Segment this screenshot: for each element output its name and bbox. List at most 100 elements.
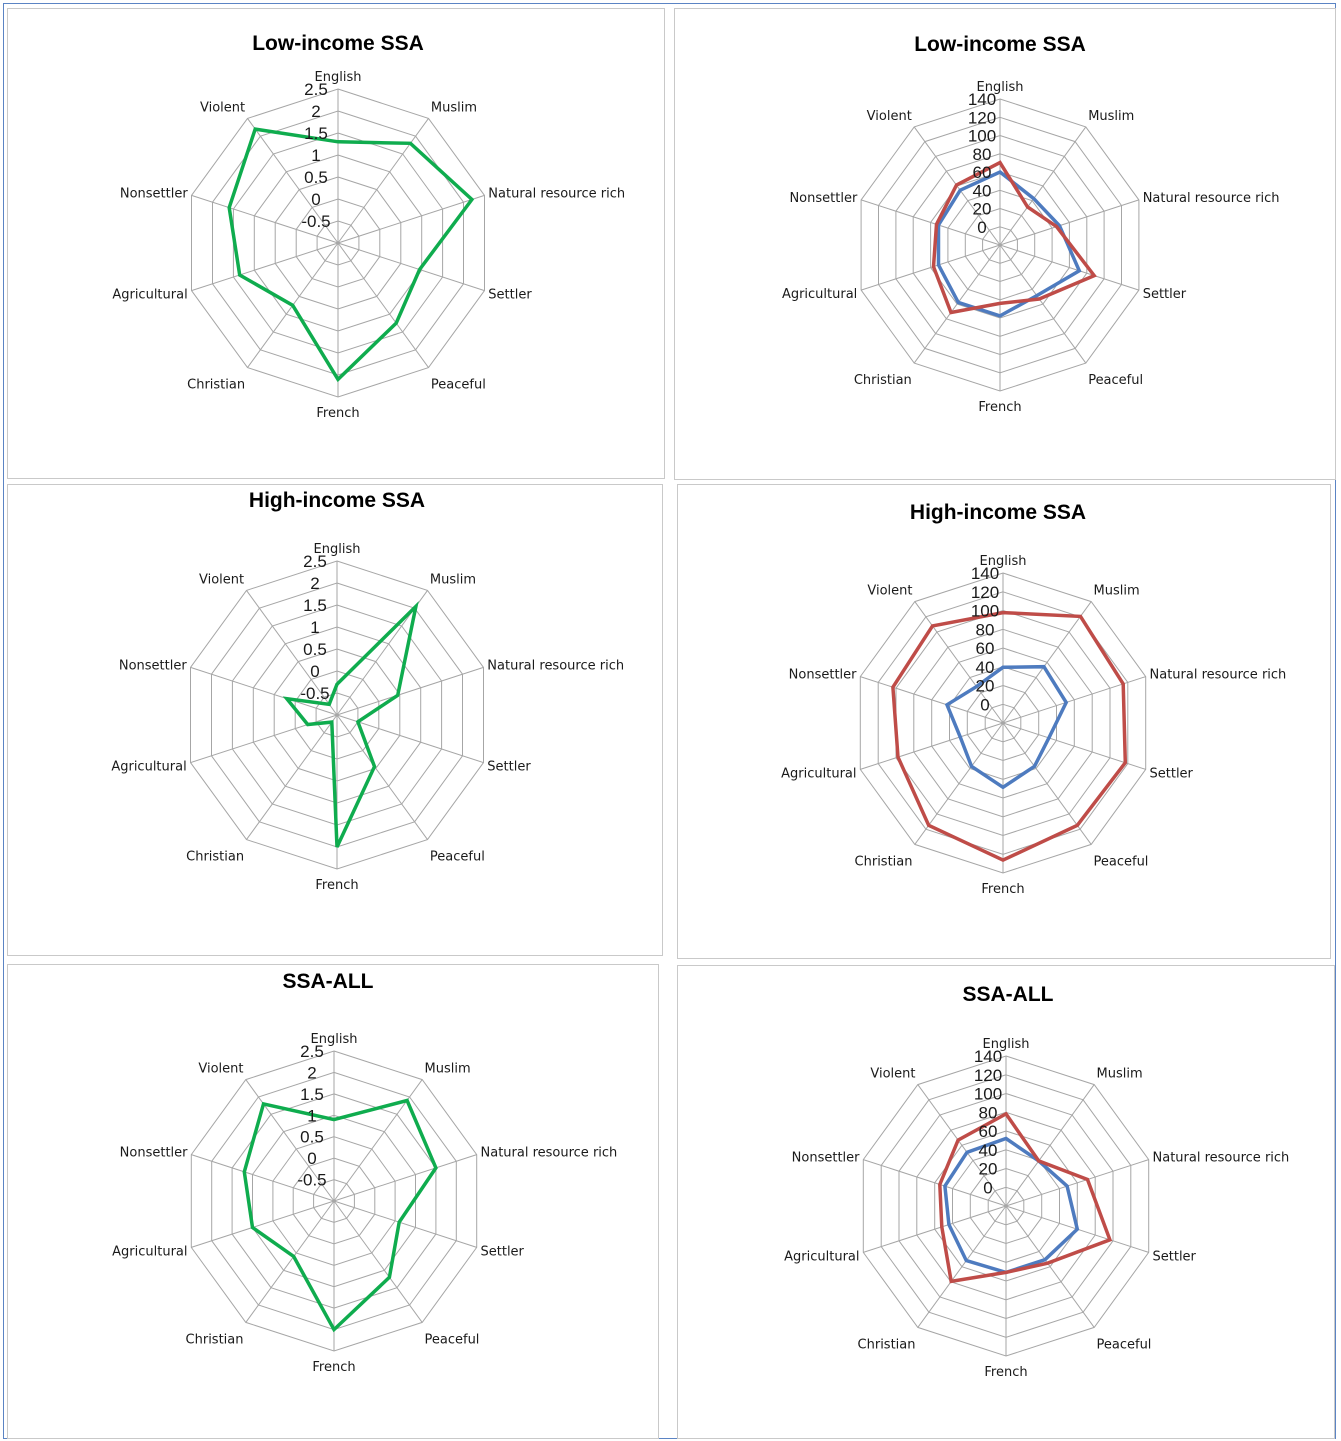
tick-label: 60 <box>973 163 992 182</box>
category-label: English <box>980 554 1027 569</box>
radar-chart: SSA-ALL 2.5 2 1.5 1 0.5 0 -0.5 English Muslim Natu… <box>112 970 618 1375</box>
category-label: Settler <box>487 760 531 775</box>
category-label: Christian <box>855 854 913 869</box>
chart-title: SSA-ALL <box>963 983 1054 1006</box>
chart-panel-low-income-right: Low-income SSA 140 120 100 80 60 40 20 0 English M… <box>674 8 1336 480</box>
grid-spoke <box>191 1200 335 1248</box>
tick-label: 2.5 <box>300 1042 324 1061</box>
series-line-red <box>931 160 1097 315</box>
tick-label: 2.5 <box>303 552 327 571</box>
tick-label: 40 <box>979 1141 998 1160</box>
tick-label: 120 <box>974 1066 1002 1085</box>
grid-spoke <box>336 714 428 840</box>
tick-label: 2 <box>310 574 319 593</box>
tick-label: 0.5 <box>300 1128 324 1147</box>
grid-spoke <box>863 1205 1007 1253</box>
grid-spoke <box>336 714 484 764</box>
figure-frame <box>3 3 1336 1439</box>
grid-spoke <box>860 244 1001 291</box>
tick-label: 80 <box>979 1103 998 1122</box>
grid-spoke <box>337 118 429 244</box>
category-label: Nonsettler <box>789 668 857 683</box>
tick-label: 0 <box>311 190 320 209</box>
category-label: Natural resource rich <box>481 1146 618 1161</box>
category-label: Muslim <box>431 100 477 115</box>
category-label: Nonsettler <box>120 1146 188 1161</box>
grid-spoke <box>246 714 338 840</box>
series-line-green <box>282 601 419 848</box>
grid-spoke <box>1002 601 1092 724</box>
tick-label: 2 <box>307 1063 316 1082</box>
tick-label: 100 <box>974 1085 1002 1104</box>
tick-label: 140 <box>974 1047 1002 1066</box>
category-label: Natural resource rich <box>1150 668 1287 683</box>
grid-spoke <box>999 126 1087 246</box>
tick-label: 40 <box>976 658 995 677</box>
grid-spoke <box>1002 722 1146 770</box>
tick-label: -0.5 <box>301 212 330 231</box>
tick-label: 120 <box>968 108 996 127</box>
category-label: French <box>978 400 1021 415</box>
category-label: Nonsettler <box>792 1151 860 1166</box>
chart-title: High-income SSA <box>910 501 1086 524</box>
category-label: Settler <box>488 288 532 303</box>
tick-label: 2 <box>311 102 320 121</box>
tick-label: 80 <box>973 145 992 164</box>
grid-spoke <box>336 666 484 716</box>
grid-spoke <box>337 242 485 292</box>
grid-spoke <box>191 194 339 244</box>
grid-spoke <box>333 1200 477 1248</box>
chart-panel-high-income-right: High-income SSA 140 120 100 80 60 40 20 0 English… <box>677 484 1331 959</box>
category-label: English <box>314 542 361 557</box>
chart-panel-low-income-left: Low-income SSA 2.5 2 1.5 1 0.5 0 -0.5 English Mus… <box>7 8 665 479</box>
grid-spoke <box>999 199 1140 246</box>
category-label: Settler <box>481 1244 525 1259</box>
category-label: Peaceful <box>425 1332 480 1347</box>
category-label: French <box>316 406 359 421</box>
chart-panel-ssa-all-right: SSA-ALL 140 120 100 80 60 40 20 0 English Muslim Na… <box>677 965 1335 1439</box>
category-label: Settler <box>1153 1249 1197 1264</box>
category-label: Peaceful <box>1094 854 1149 869</box>
category-label: Christian <box>186 1332 244 1347</box>
category-label: Peaceful <box>1097 1337 1152 1352</box>
tick-label: 0 <box>310 662 319 681</box>
tick-label: 1.5 <box>300 1085 324 1104</box>
category-label: Violent <box>199 572 244 587</box>
tick-label: 0 <box>307 1149 316 1168</box>
category-label: Violent <box>200 100 245 115</box>
series-line-green <box>227 127 475 383</box>
category-label: Christian <box>187 378 245 393</box>
category-label: Peaceful <box>430 850 485 865</box>
tick-label: 0 <box>977 218 986 237</box>
category-label: Muslim <box>425 1062 471 1077</box>
tick-label: 100 <box>968 127 996 146</box>
category-label: Violent <box>867 584 912 599</box>
grid-spoke <box>860 676 1004 724</box>
grid-spoke <box>245 1200 335 1323</box>
tick-label: 2.5 <box>304 80 328 99</box>
grid-spoke <box>247 118 339 244</box>
category-label: Agricultural <box>111 760 186 775</box>
category-label: Agricultural <box>784 1249 859 1264</box>
series-line-blue <box>943 1136 1080 1275</box>
category-label: French <box>981 882 1024 897</box>
tick-label: 120 <box>971 583 999 602</box>
category-label: Agricultural <box>112 288 187 303</box>
series-line-red <box>938 1111 1113 1284</box>
tick-label: 140 <box>971 564 999 583</box>
chart-title: High-income SSA <box>249 489 425 512</box>
grid-spoke <box>1005 1159 1149 1207</box>
category-label: Violent <box>870 1067 915 1082</box>
tick-label: 0.5 <box>304 168 328 187</box>
category-label: Christian <box>858 1337 916 1352</box>
grid-spoke <box>999 244 1140 291</box>
grid-spoke <box>337 194 485 244</box>
grid-spoke <box>860 199 1001 246</box>
chart-title: Low-income SSA <box>914 33 1086 56</box>
category-label: Settler <box>1150 766 1194 781</box>
category-label: French <box>315 878 358 893</box>
grid-spoke <box>913 244 1001 364</box>
grid-spoke <box>333 1154 477 1202</box>
